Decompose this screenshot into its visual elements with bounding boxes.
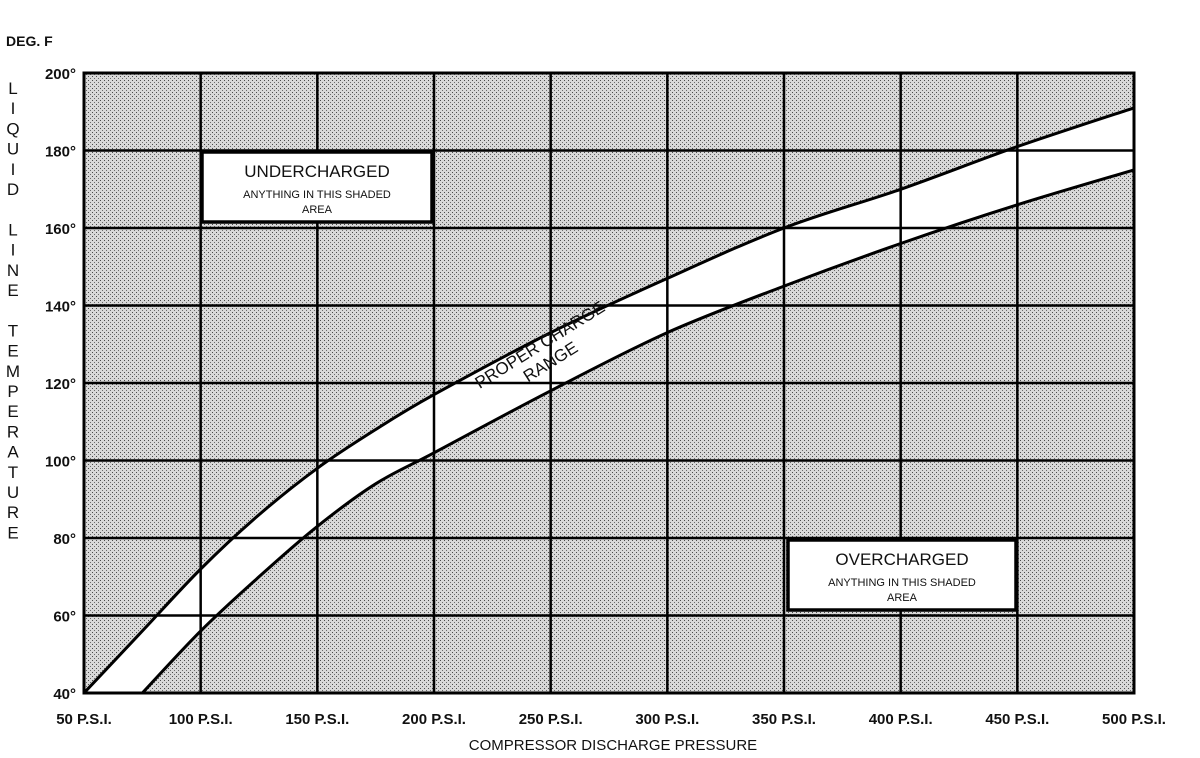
x-tick-label: 200 P.S.I. <box>402 711 466 728</box>
y-tick-label: 40° <box>53 686 76 703</box>
lower-bound-curve <box>141 168 1134 693</box>
y-axis-title-letter: M <box>6 362 20 381</box>
x-tick-label: 100 P.S.I. <box>169 711 233 728</box>
y-axis-title-letter: E <box>7 402 18 421</box>
x-axis-title: COMPRESSOR DISCHARGE PRESSURE <box>469 737 757 754</box>
y-axis-title-letter: U <box>7 483 19 502</box>
y-axis-title-letter: Q <box>6 119 19 138</box>
y-axis-title-letter: I <box>11 99 16 118</box>
undercharged-box-frame <box>200 150 434 224</box>
y-tick-label: 160° <box>45 221 76 238</box>
y-tick-label: 200° <box>45 66 76 83</box>
y-axis-title-letter: I <box>11 241 16 260</box>
y-axis-title-letter: N <box>7 261 19 280</box>
y-unit-label: DEG. F <box>6 33 53 49</box>
undercharged-box: UNDERCHARGED ANYTHING IN THIS SHADED ARE… <box>200 150 434 224</box>
x-tick-label: 300 P.S.I. <box>635 711 699 728</box>
y-tick-label: 80° <box>53 531 76 548</box>
y-axis-title-letter: T <box>8 463 18 482</box>
undercharged-subtitle-line2: AREA <box>302 204 333 216</box>
overcharged-title: OVERCHARGED <box>835 550 968 569</box>
undercharged-subtitle-line1: ANYTHING IN THIS SHADED <box>243 189 391 201</box>
y-axis-title-letter: P <box>7 382 18 401</box>
y-tick-labels: 40° 60° 80° 100° 120° 140° 160° 180° 200° <box>45 66 76 703</box>
y-tick-label: 100° <box>45 454 76 471</box>
y-tick-label: 60° <box>53 609 76 626</box>
x-tick-label: 500 P.S.I. <box>1102 711 1166 728</box>
y-axis-title-letter: D <box>7 180 19 199</box>
y-axis-title-letter: T <box>8 321 18 340</box>
x-tick-labels: 50 P.S.I. 100 P.S.I. 150 P.S.I. 200 P.S.I. 2… <box>56 711 1166 728</box>
x-tick-label: 50 P.S.I. <box>56 711 112 728</box>
y-axis-title-letter: I <box>11 160 16 179</box>
undercharged-title: UNDERCHARGED <box>244 162 389 181</box>
upper-bound-curve <box>84 106 1134 693</box>
plot-frame <box>82 71 1136 695</box>
y-axis-title-letter: L <box>8 79 17 98</box>
overcharged-subtitle-line2: AREA <box>887 592 918 604</box>
x-tick-label: 250 P.S.I. <box>519 711 583 728</box>
overcharged-box-frame <box>786 538 1018 612</box>
overcharged-box: OVERCHARGED ANYTHING IN THIS SHADED AREA <box>786 538 1018 612</box>
y-axis-title-letter: E <box>7 281 18 300</box>
x-tick-label: 450 P.S.I. <box>985 711 1049 728</box>
x-tick-label: 400 P.S.I. <box>869 711 933 728</box>
y-axis-title-letter: U <box>7 140 19 159</box>
horizontal-gridlines <box>84 149 1134 617</box>
proper-charge-band <box>84 107 1134 693</box>
y-tick-label: 140° <box>45 299 76 316</box>
y-tick-label: 120° <box>45 376 76 393</box>
y-axis-title-letter: R <box>7 503 19 522</box>
x-tick-label: 150 P.S.I. <box>285 711 349 728</box>
overcharged-subtitle-line1: ANYTHING IN THIS SHADED <box>828 577 976 589</box>
y-axis-title-letter: L <box>8 220 17 239</box>
x-tick-label: 350 P.S.I. <box>752 711 816 728</box>
y-axis-title-letter: E <box>7 523 18 542</box>
y-axis-title-letter: R <box>7 422 19 441</box>
y-axis-title-letter: A <box>7 443 19 462</box>
y-axis-title-letter: E <box>7 342 18 361</box>
y-tick-label: 180° <box>45 144 76 161</box>
